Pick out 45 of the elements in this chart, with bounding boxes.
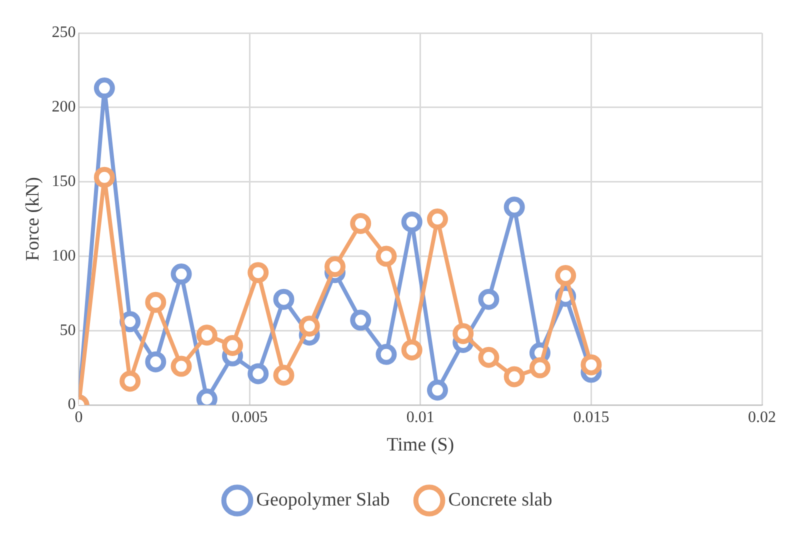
legend-label: Geopolymer Slab bbox=[256, 489, 390, 510]
point bbox=[401, 211, 422, 232]
point bbox=[170, 356, 192, 377]
point bbox=[170, 264, 192, 285]
point bbox=[580, 354, 602, 376]
y-axis-title: Force (kN) bbox=[22, 177, 44, 261]
y-tick-label: 0 bbox=[68, 396, 76, 414]
point bbox=[350, 310, 372, 331]
y-tick-label: 100 bbox=[52, 247, 76, 264]
point bbox=[94, 166, 115, 188]
x-axis-title: Time (S) bbox=[386, 434, 454, 456]
point bbox=[504, 366, 525, 388]
point bbox=[196, 324, 218, 346]
x-tick-label: 0.02 bbox=[748, 408, 776, 426]
point bbox=[298, 316, 320, 337]
point bbox=[248, 363, 269, 384]
point bbox=[529, 357, 550, 378]
point bbox=[426, 380, 448, 401]
legend-label: Concrete slab bbox=[448, 489, 552, 510]
y-tick-label: 150 bbox=[52, 173, 76, 190]
point bbox=[350, 212, 372, 234]
y-tick-label: 250 bbox=[52, 24, 76, 42]
point bbox=[324, 256, 346, 278]
point bbox=[273, 288, 294, 310]
point bbox=[452, 323, 474, 344]
point bbox=[376, 246, 397, 267]
x-tick-label: 0.01 bbox=[406, 408, 434, 426]
point bbox=[376, 344, 397, 365]
point bbox=[478, 288, 500, 310]
point bbox=[222, 334, 244, 356]
point bbox=[120, 370, 141, 392]
point bbox=[478, 346, 500, 368]
y-tick-label: 50 bbox=[60, 322, 76, 339]
point bbox=[94, 78, 115, 99]
point bbox=[273, 364, 294, 386]
point bbox=[426, 208, 448, 230]
x-tick-label: 0.015 bbox=[573, 408, 610, 426]
y-tick-label: 200 bbox=[52, 98, 76, 116]
point bbox=[145, 292, 166, 313]
point bbox=[555, 265, 576, 286]
x-tick-label: 0.005 bbox=[232, 408, 268, 426]
point bbox=[248, 262, 269, 284]
point bbox=[401, 339, 422, 360]
point bbox=[145, 351, 166, 372]
point bbox=[504, 196, 525, 218]
